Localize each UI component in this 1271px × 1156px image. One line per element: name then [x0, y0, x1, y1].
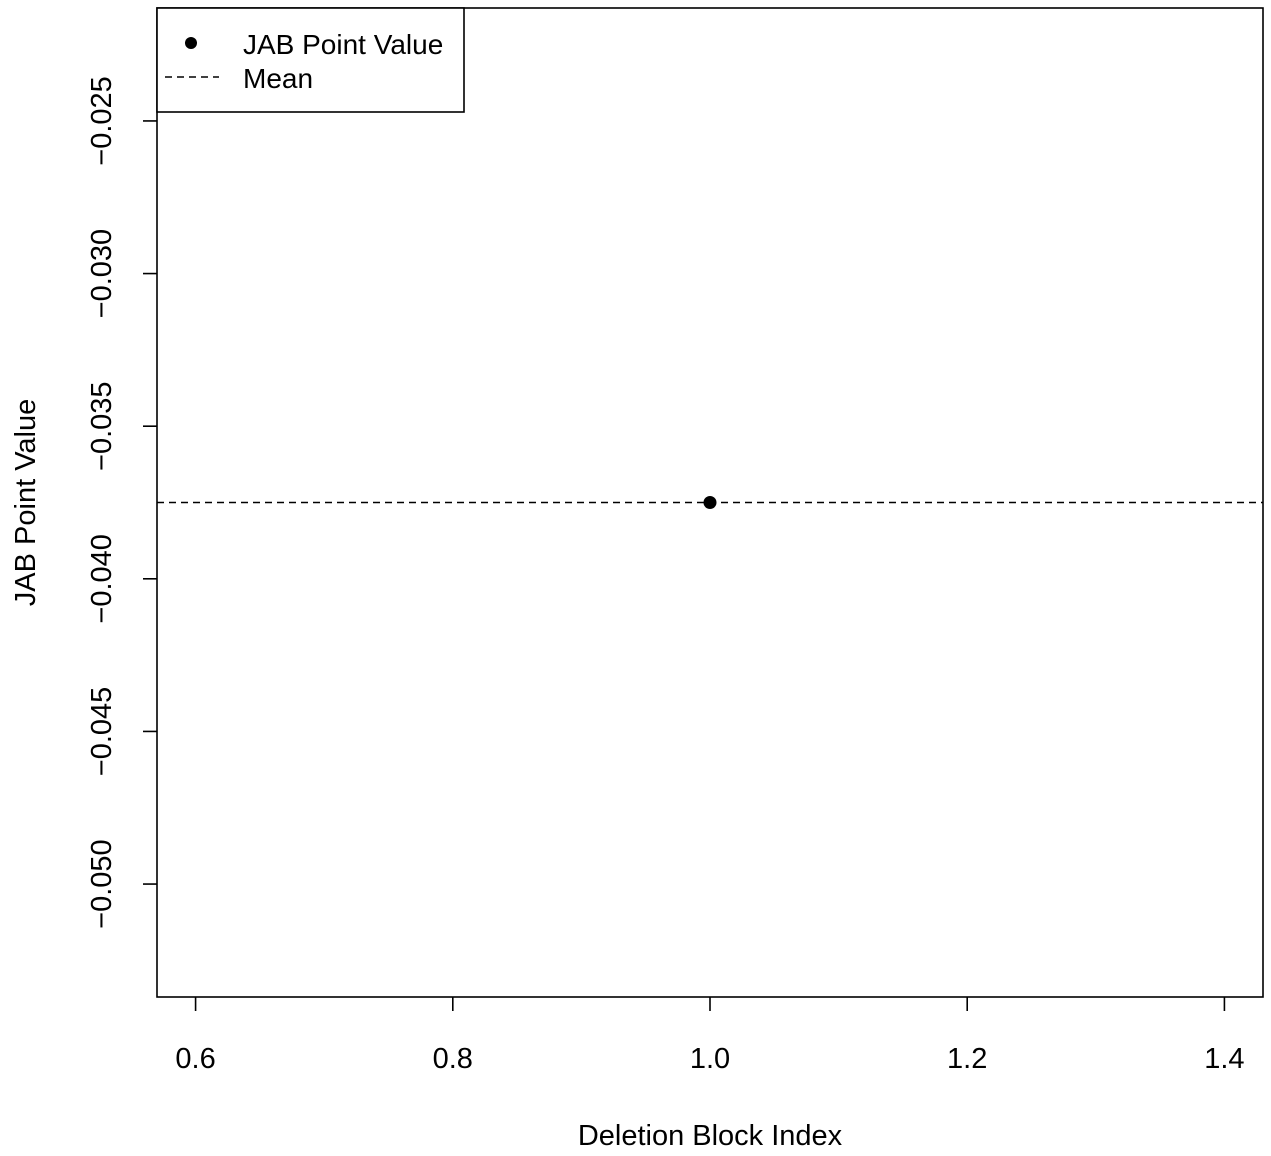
x-tick-label: 1.4 [1204, 1043, 1244, 1075]
x-axis-title: Deletion Block Index [578, 1120, 843, 1151]
legend-point-icon [185, 37, 197, 49]
x-tick-label: 1.0 [690, 1043, 730, 1075]
y-tick-label: −0.040 [86, 534, 118, 624]
y-tick-label: −0.045 [86, 687, 118, 777]
y-tick-label: −0.025 [86, 76, 118, 166]
marks-layer [157, 496, 1263, 509]
data-point [703, 496, 717, 509]
y-tick-label: −0.030 [86, 229, 118, 319]
x-tick-label: 1.2 [947, 1043, 987, 1075]
y-axis-title: JAB Point Value [10, 399, 42, 606]
y-tick-label: −0.050 [86, 839, 118, 929]
axes-layer: 0.6 0.8 1.0 1.2 1.4 −0.025 −0.030 −0.035 −0.040 −… [86, 7, 1264, 1075]
y-tick-label: −0.035 [86, 381, 118, 471]
x-tick-label: 0.8 [433, 1043, 473, 1075]
x-tick-label: 0.6 [175, 1043, 215, 1075]
legend-label: Mean [243, 63, 313, 94]
legend-box [156, 7, 465, 113]
legend-label: JAB Point Value [243, 29, 443, 60]
